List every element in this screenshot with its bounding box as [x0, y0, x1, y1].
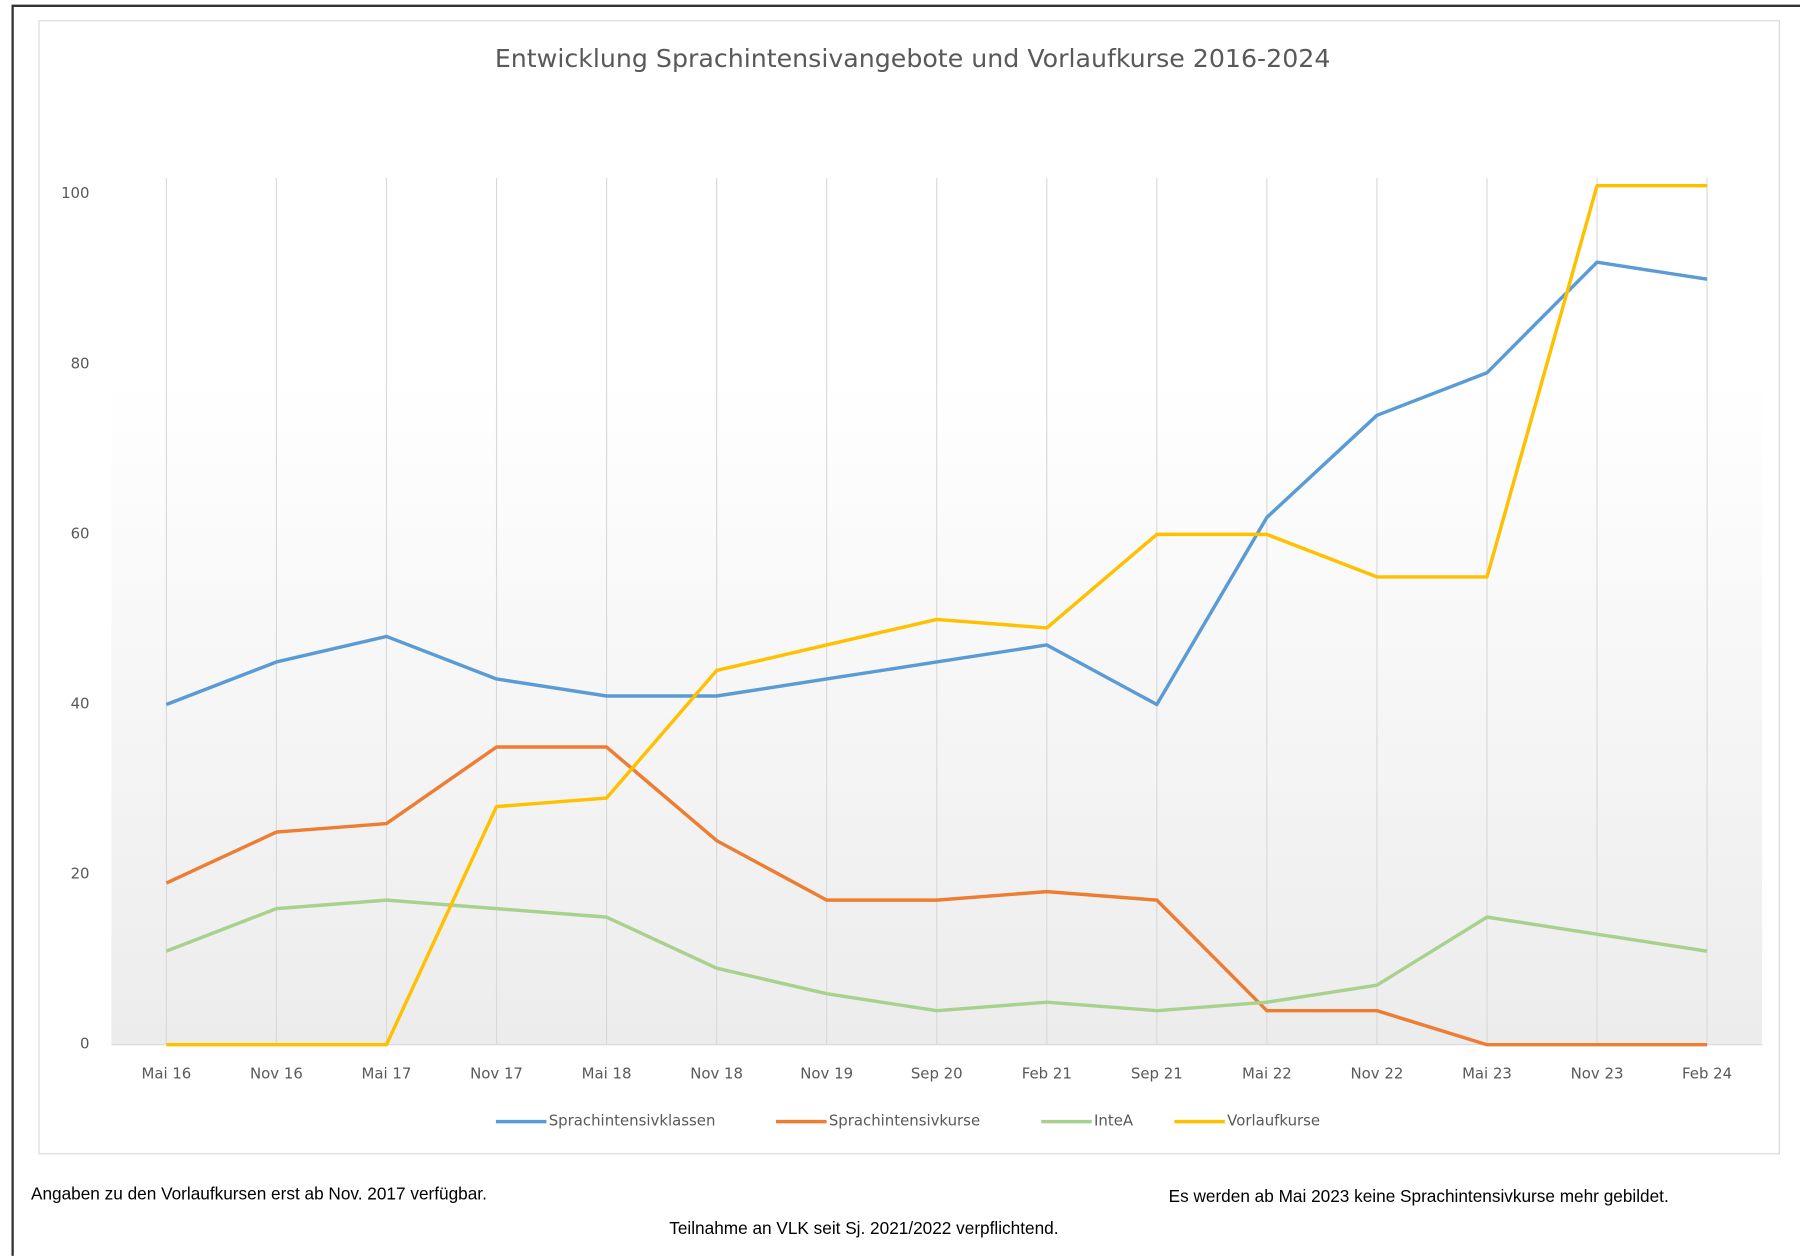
- series-line: [165, 898, 1708, 1013]
- x-tick-label: Mai 17: [362, 1065, 412, 1083]
- series-line: [166, 183, 1708, 1047]
- x-tick-label: Nov 23: [1571, 1065, 1624, 1083]
- y-tick-label: 40: [71, 694, 90, 712]
- x-tick-label: Mai 16: [141, 1065, 191, 1083]
- x-tick-label: Sep 21: [1131, 1065, 1183, 1083]
- x-tick-label: Feb 24: [1682, 1065, 1732, 1083]
- series-line: [165, 745, 1708, 1047]
- y-tick-label: 100: [61, 184, 89, 202]
- legend-label: InteA: [1094, 1112, 1134, 1130]
- x-tick-label: Mai 18: [582, 1065, 632, 1083]
- x-tick-label: Mai 23: [1462, 1065, 1512, 1083]
- frame: [11, 4, 1800, 1256]
- annotation: Es werden ab Mai 2023 keine Sprachintens…: [1169, 1186, 1669, 1206]
- legend-label: Sprachintensivklassen: [549, 1112, 716, 1130]
- y-tick-label: 0: [80, 1035, 89, 1053]
- x-tick-label: Nov 18: [690, 1065, 743, 1083]
- x-tick-label: Nov 19: [800, 1065, 853, 1083]
- y-tick-label: 60: [71, 524, 90, 542]
- annotation: Teilnahme an VLK seit Sj. 2021/2022 verp…: [669, 1218, 1058, 1238]
- x-tick-label: Nov 17: [470, 1065, 523, 1083]
- x-tick-label: Feb 21: [1022, 1065, 1072, 1083]
- y-tick-label: 80: [71, 354, 90, 372]
- legend-label: Vorlaufkurse: [1227, 1112, 1320, 1130]
- x-tick-label: Mai 22: [1242, 1065, 1292, 1083]
- chart-title: Entwicklung Sprachintensivangebote und V…: [495, 44, 1331, 73]
- x-tick-label: Nov 16: [250, 1065, 303, 1083]
- y-tick-label: 20: [71, 865, 90, 883]
- series-line: [165, 260, 1708, 707]
- annotation: Angaben zu den Vorlaufkursen erst ab Nov…: [31, 1184, 487, 1204]
- legend-label: Sprachintensivkurse: [829, 1112, 980, 1130]
- x-tick-label: Sep 20: [911, 1065, 963, 1083]
- x-tick-label: Nov 22: [1351, 1065, 1404, 1083]
